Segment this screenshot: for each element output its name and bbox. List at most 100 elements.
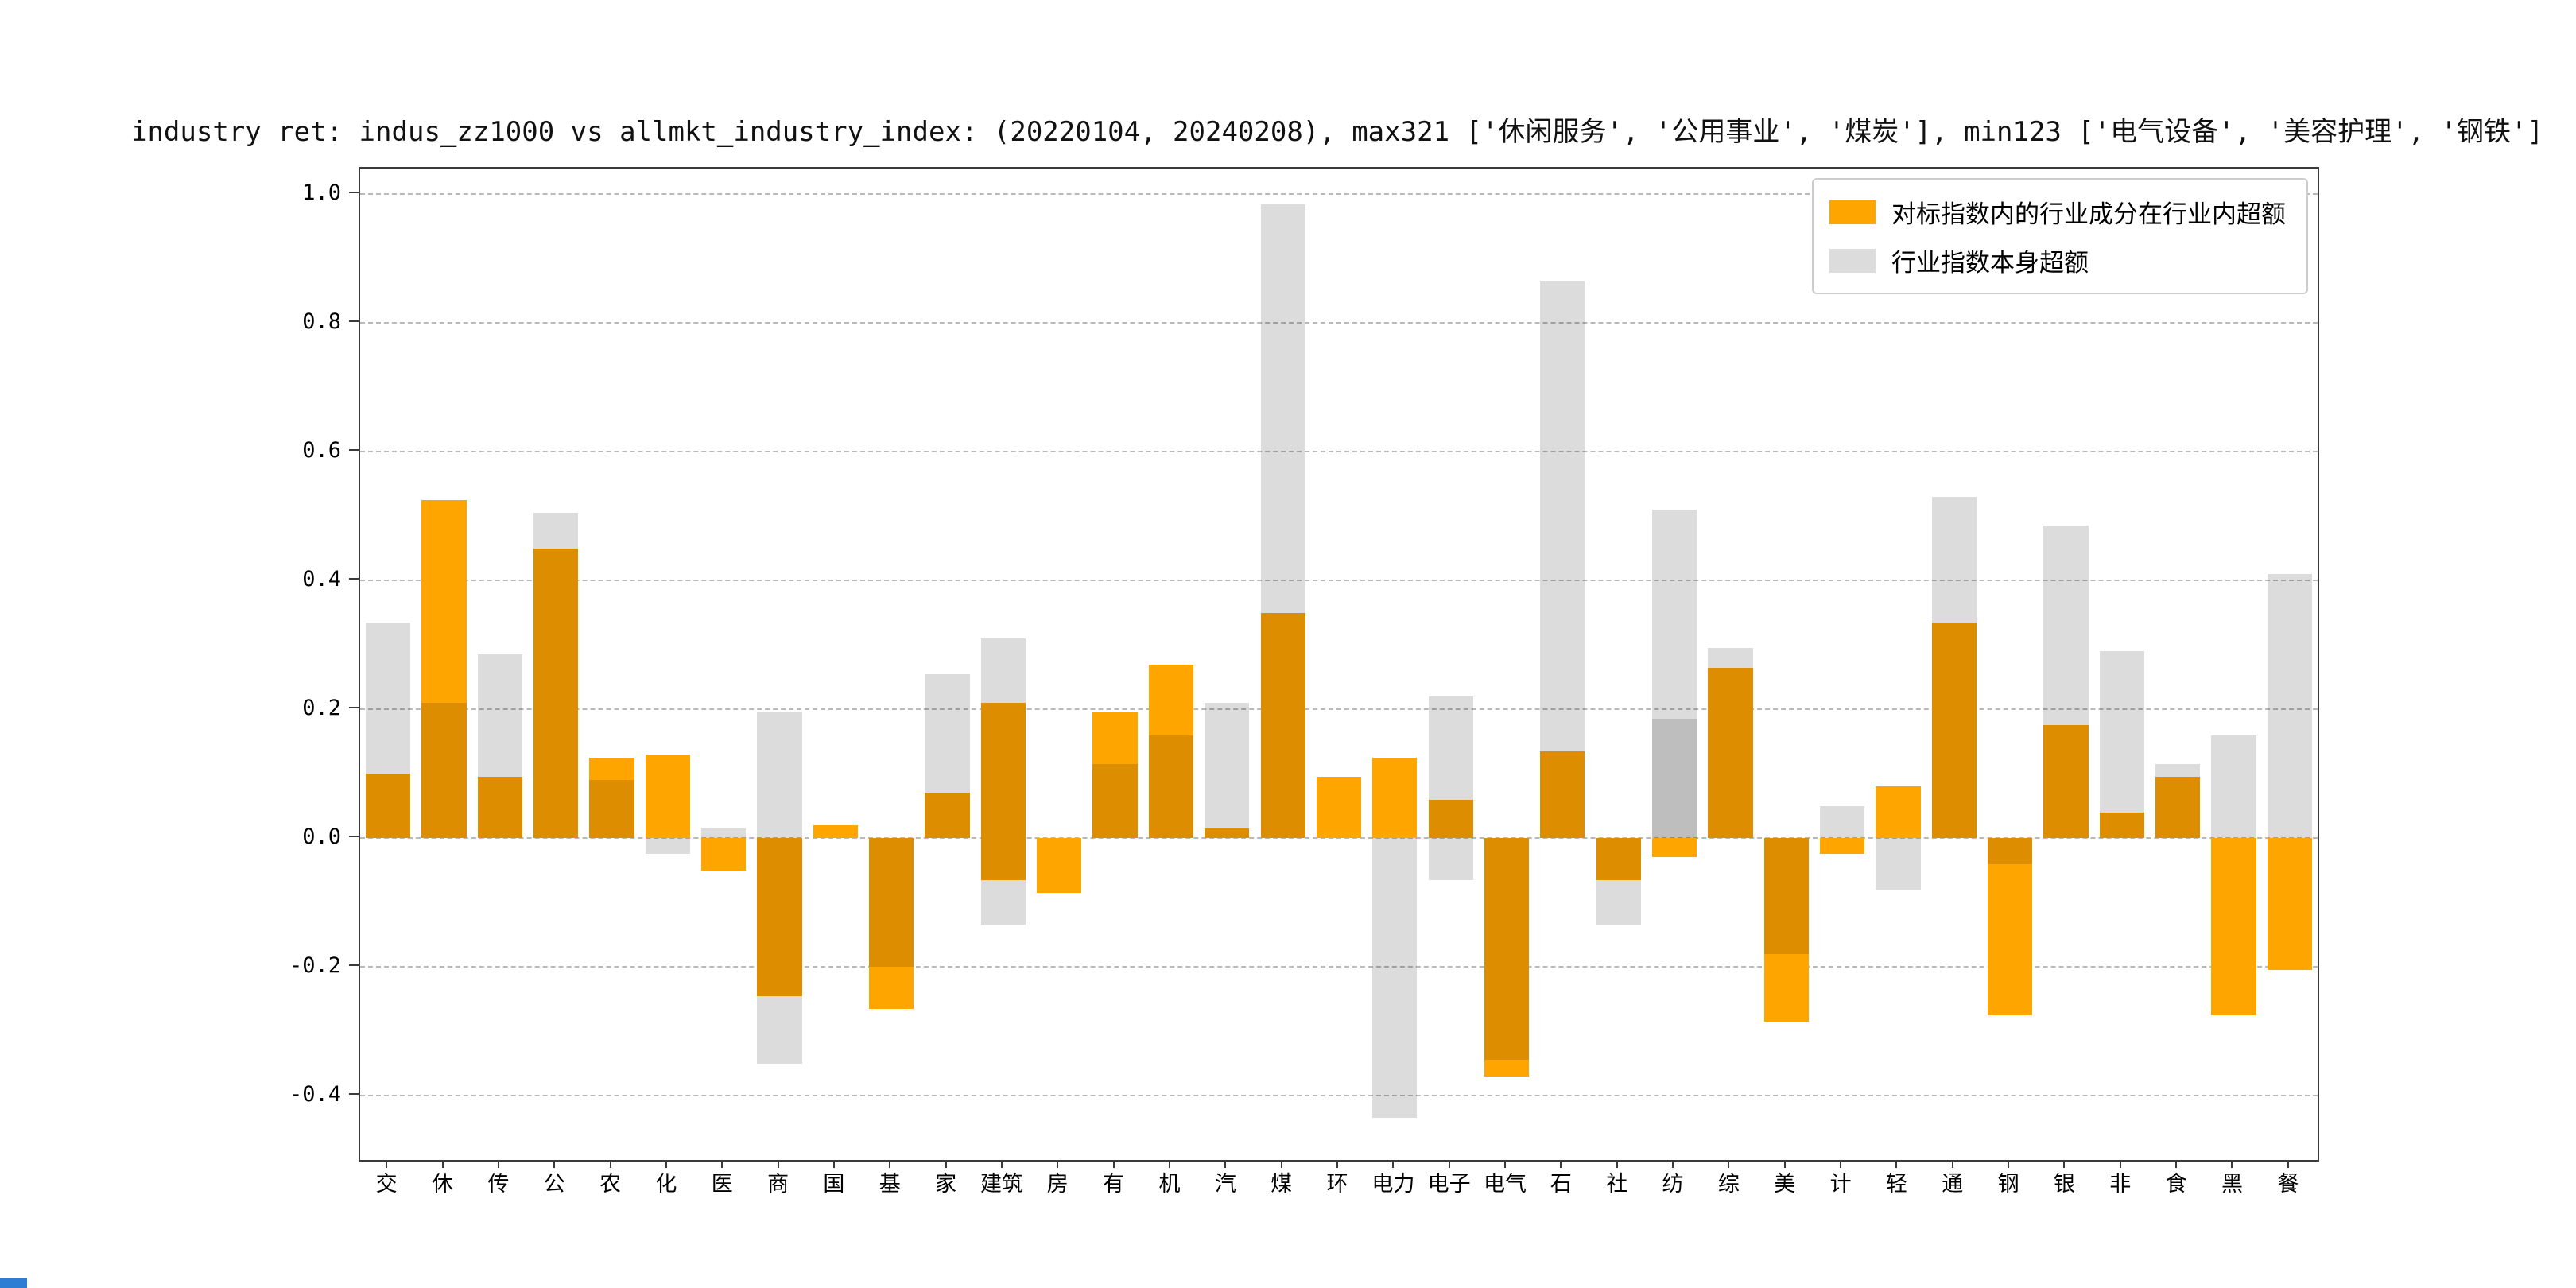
bar-gray-银 [2043,526,2089,839]
x-tick-mark [721,1160,724,1168]
legend-swatch-orange [1829,200,1876,224]
x-tick-label: 环 [1326,1172,1348,1197]
x-tick-mark [665,1160,667,1168]
x-tick-mark [1560,1160,1562,1168]
x-tick-label: 建筑 [980,1172,1023,1197]
bar-gray-基 [869,838,914,968]
gridline [360,708,2318,711]
x-tick-mark [1168,1160,1170,1168]
x-tick-label: 化 [655,1172,677,1197]
x-tick-label: 交 [375,1172,398,1197]
bar-gray-社 [1596,838,1641,925]
chart-title: industry ret: indus_zz1000 vs allmkt_ind… [130,116,2544,148]
x-tick-label: 汽 [1214,1172,1236,1197]
x-tick-label: 休 [432,1172,453,1197]
x-tick-mark [1336,1160,1338,1168]
bar-orange-轻 [1876,786,1921,839]
x-tick-label: 煤 [1271,1172,1293,1197]
bar-gray-交 [366,622,411,839]
bar-gray-家 [925,673,970,839]
x-tick-label: 房 [1046,1172,1069,1197]
legend: 对标指数内的行业成分在行业内超额 行业指数本身超额 [1812,178,2308,294]
x-tick-label: 石 [1550,1172,1572,1197]
y-tick-label: 0.2 [302,696,341,721]
bar-gray2-纺 [1651,719,1697,839]
y-tick-mark [349,836,359,838]
x-tick-mark [2231,1160,2233,1168]
x-tick-label: 餐 [2277,1172,2299,1197]
bar-gray-电气 [1484,838,1530,1061]
x-tick-label: 通 [1942,1172,1964,1197]
bar-gray-汽 [1205,703,1250,839]
x-tick-label: 社 [1606,1172,1628,1197]
y-tick-mark [349,449,359,452]
bar-gray-非 [2099,651,2144,839]
bar-orange-医 [701,838,747,871]
bar-gray-石 [1540,281,1585,839]
bar-gray-美 [1763,838,1809,954]
x-tick-label: 农 [599,1172,622,1197]
x-tick-mark [1000,1160,1003,1168]
bar-gray-电子 [1428,696,1473,880]
x-tick-mark [441,1160,444,1168]
bar-orange-纺 [1651,838,1697,858]
x-tick-label: 非 [2109,1172,2132,1197]
bar-gray-电力 [1372,838,1418,1119]
x-tick-mark [1224,1160,1227,1168]
y-tick-mark [349,707,359,709]
gridline [360,193,2318,196]
x-tick-mark [1895,1160,1898,1168]
x-tick-label: 国 [823,1172,845,1197]
x-tick-label: 传 [487,1172,510,1197]
legend-item-component-excess: 对标指数内的行业成分在行业内超额 [1829,194,2286,230]
x-tick-mark [1728,1160,1730,1168]
gridline [360,322,2318,324]
gridline [360,451,2318,453]
bar-orange-计 [1819,838,1865,855]
x-tick-label: 银 [2053,1172,2075,1197]
bar-gray-黑 [2211,735,2256,839]
x-tick-mark [889,1160,891,1168]
y-tick-label: 1.0 [302,180,341,206]
bar-gray-商 [757,711,802,1064]
gridline [360,580,2318,582]
x-tick-mark [497,1160,499,1168]
x-tick-label: 电力 [1371,1172,1415,1197]
plot-area: 对标指数内的行业成分在行业内超额 行业指数本身超额 [359,167,2319,1162]
bar-gray-煤 [1260,204,1305,839]
bar-gray-计 [1819,805,1865,839]
bar-gray-农 [589,780,634,839]
x-tick-mark [777,1160,779,1168]
bar-gray-综 [1708,648,1753,839]
x-tick-mark [2287,1160,2289,1168]
y-tick-label: 0.6 [302,438,341,464]
x-tick-mark [1504,1160,1507,1168]
gridline [360,1095,2318,1097]
bar-gray-通 [1931,496,1977,839]
y-tick-label: 0.0 [302,824,341,850]
bar-gray-休 [421,703,467,839]
bar-gray-公 [533,513,579,839]
x-tick-label: 电气 [1484,1172,1527,1197]
legend-label-component-excess: 对标指数内的行业成分在行业内超额 [1891,200,2286,229]
x-tick-label: 纺 [1662,1172,1684,1197]
bar-gray-食 [2155,764,2201,839]
bar-gray-钢 [1987,838,2033,864]
y-tick-label: 0.8 [302,309,341,335]
x-tick-label: 综 [1717,1172,1740,1197]
x-tick-label: 家 [935,1172,957,1197]
gridline [360,966,2318,968]
bar-gray-轻 [1876,838,1921,890]
x-tick-mark [832,1160,835,1168]
x-tick-mark [2119,1160,2121,1168]
bar-gray-餐 [2267,574,2312,839]
x-tick-label: 医 [711,1172,733,1197]
legend-item-index-excess: 行业指数本身超额 [1829,242,2286,278]
x-tick-label: 有 [1103,1172,1125,1197]
x-tick-label: 钢 [1997,1172,2019,1197]
bar-gray-建筑 [980,638,1026,925]
x-tick-mark [1448,1160,1450,1168]
x-tick-label: 美 [1774,1172,1796,1197]
bar-gray-医 [701,828,747,839]
x-tick-label: 机 [1158,1172,1181,1197]
